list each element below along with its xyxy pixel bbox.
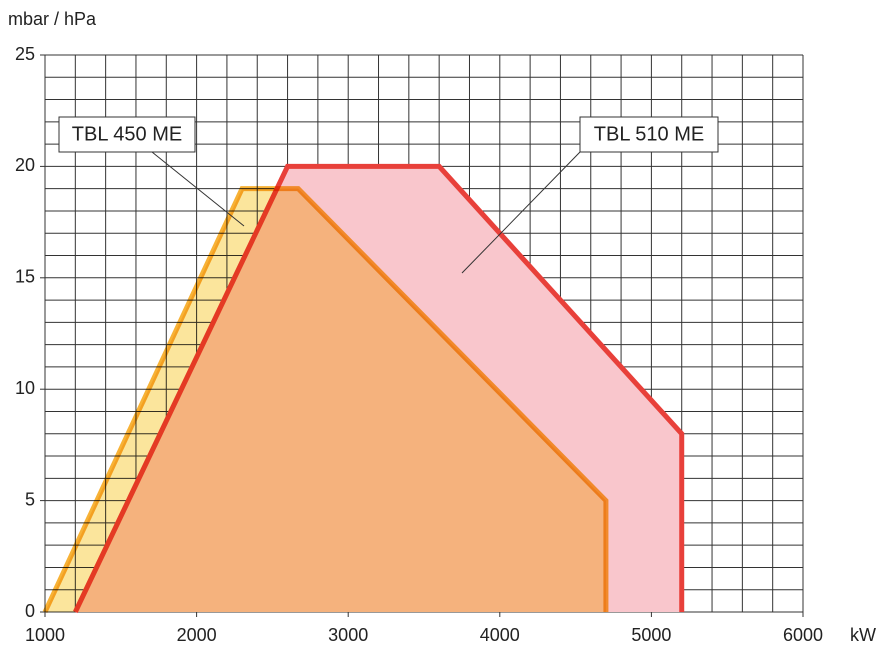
leader-line bbox=[461, 151, 581, 274]
area-line bbox=[42, 186, 609, 614]
y-tick-label: 25 bbox=[15, 44, 35, 64]
label-box bbox=[58, 116, 196, 153]
x-axis-label: kW bbox=[850, 625, 876, 645]
area-fill bbox=[45, 188, 606, 612]
x-tick-label: 2000 bbox=[177, 625, 217, 645]
series-label: TBL 510 ME bbox=[594, 123, 704, 145]
leader-line bbox=[151, 151, 245, 227]
y-tick-label: 15 bbox=[15, 267, 35, 287]
label-box bbox=[579, 116, 719, 153]
series-label: TBL 450 ME bbox=[72, 123, 182, 145]
y-tick-label: 10 bbox=[15, 378, 35, 398]
y-axis-label: mbar / hPa bbox=[8, 9, 97, 29]
x-tick-label: 6000 bbox=[783, 625, 823, 645]
x-tick-label: 5000 bbox=[631, 625, 671, 645]
y-tick-label: 0 bbox=[25, 601, 35, 621]
areas bbox=[42, 163, 685, 614]
x-tick-label: 4000 bbox=[480, 625, 520, 645]
y-tick-label: 20 bbox=[15, 155, 35, 175]
x-tick-label: 3000 bbox=[328, 625, 368, 645]
y-tick-label: 5 bbox=[25, 489, 35, 509]
x-tick-label: 1000 bbox=[25, 625, 65, 645]
annotations: TBL 450 ME TBL 510 ME bbox=[58, 116, 719, 274]
